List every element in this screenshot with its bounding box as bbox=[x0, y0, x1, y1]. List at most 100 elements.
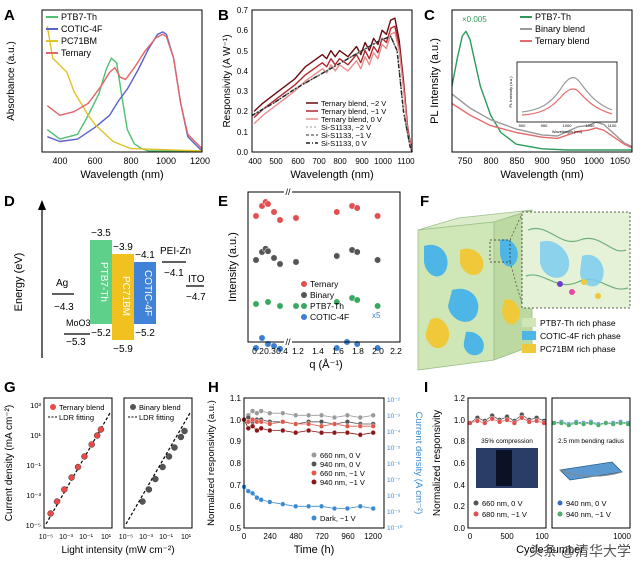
x-tick-a: 400 bbox=[52, 156, 67, 166]
data-point-e bbox=[374, 344, 382, 352]
data-point-h bbox=[306, 427, 312, 434]
legend-label-h: 940 nm, −1 V bbox=[320, 478, 365, 487]
data-point-h bbox=[344, 430, 351, 436]
y-axis-label-b: Responsivity (A W⁻¹) bbox=[222, 34, 233, 127]
panel-label-b: B bbox=[218, 7, 229, 24]
x-tick-b: 900 bbox=[355, 157, 369, 166]
zoom-connector bbox=[509, 213, 523, 241]
x-tick-i: 500 bbox=[500, 532, 514, 541]
data-point-h bbox=[250, 423, 256, 429]
legend-label-b: Si-S1133, −2 V bbox=[321, 123, 371, 132]
y-tick-b: 0.5 bbox=[237, 47, 249, 56]
x-tick-a: 1000 bbox=[156, 156, 176, 166]
cotic-domain bbox=[500, 239, 518, 267]
panel-b: B Responsivity (A W⁻¹) Wavelength (nm) 4… bbox=[218, 6, 415, 181]
x-tick-a: 600 bbox=[87, 156, 102, 166]
y2-axis-label-h: Current density (A cm⁻²) bbox=[413, 412, 424, 515]
legend-swatch-f bbox=[522, 331, 536, 340]
legend-marker-i bbox=[557, 511, 563, 517]
data-point-h bbox=[254, 495, 260, 501]
data-point-e bbox=[264, 200, 272, 208]
axes-frame-c bbox=[451, 9, 633, 153]
data-point-e bbox=[333, 252, 341, 260]
axes-frame-g-left bbox=[43, 397, 113, 529]
data-point-e bbox=[276, 260, 284, 268]
data-point-e bbox=[374, 302, 382, 310]
y2-tick-h: 10⁻⁴ bbox=[387, 429, 401, 436]
data-point-e bbox=[270, 342, 278, 350]
legend-label-b: Ternary blend, −2 V bbox=[321, 99, 386, 108]
data-point-e bbox=[353, 248, 361, 256]
data-point-h bbox=[331, 421, 338, 427]
series-line-c bbox=[451, 102, 633, 149]
y-axis-label-e: Intensity (a.u.) bbox=[227, 232, 239, 302]
y-tick-b: 0.0 bbox=[237, 148, 249, 157]
data-point-h bbox=[258, 425, 264, 431]
legend-label-h: 660 nm, −1 V bbox=[320, 469, 365, 478]
y-tick-h: 0.7 bbox=[230, 481, 242, 490]
x-tick-g: 10⁻¹ bbox=[159, 534, 173, 541]
data-point-h bbox=[245, 419, 251, 425]
x-tick-i: 100 bbox=[535, 532, 549, 541]
legend-marker-e bbox=[301, 314, 307, 320]
legend-label-e: Ternary bbox=[310, 279, 339, 289]
data-point-i bbox=[511, 420, 518, 426]
cotic-domain bbox=[424, 244, 448, 277]
legend-marker-h bbox=[311, 470, 317, 476]
x-axis-label-i: Cycle number bbox=[516, 544, 584, 556]
data-point-i bbox=[595, 422, 602, 428]
value-ag: −4.3 bbox=[54, 302, 74, 313]
panel-label-a: A bbox=[4, 7, 15, 24]
bending-curve bbox=[559, 469, 623, 477]
legend-label-e: PTB7-Th bbox=[310, 301, 344, 311]
value-pei: −4.1 bbox=[164, 268, 184, 279]
y-tick-h: 0.9 bbox=[230, 437, 242, 446]
data-point-i bbox=[489, 416, 495, 422]
legend-label-b: Si-S1133, 0 V bbox=[321, 139, 367, 148]
y2-tick-h: 10⁻³ bbox=[387, 413, 401, 420]
data-point-h bbox=[370, 505, 376, 512]
data-point-e bbox=[374, 256, 382, 264]
legend-label-h: 660 nm, 0 V bbox=[320, 451, 360, 460]
label-pcbm: PC71BM bbox=[120, 276, 131, 316]
data-point-i bbox=[558, 420, 565, 426]
y-tick-b: 0.1 bbox=[237, 128, 249, 137]
x-tick-e: 1.4 bbox=[312, 346, 324, 356]
panel-label-d: D bbox=[4, 193, 15, 210]
axis-break-icon: // bbox=[285, 187, 291, 197]
x-axis-label-b: Wavelength (nm) bbox=[290, 169, 373, 181]
x-tick-c: 850 bbox=[509, 156, 524, 166]
y2-tick-h: 10⁻² bbox=[387, 397, 401, 404]
legend-label-g: LDR fitting bbox=[59, 413, 94, 422]
y-tick-h: 1.0 bbox=[230, 416, 242, 425]
panel-g: G Current density (mA cm⁻²) Light intens… bbox=[4, 379, 193, 556]
data-point-h bbox=[254, 427, 260, 434]
y2-tick-h: 10⁻⁶ bbox=[387, 461, 401, 468]
data-point-e bbox=[252, 256, 260, 264]
x-tick-g: 10¹ bbox=[101, 534, 112, 541]
data-point-g bbox=[81, 453, 88, 460]
legend-marker-h bbox=[311, 461, 317, 467]
data-point-g bbox=[171, 444, 178, 451]
data-point-h bbox=[318, 423, 325, 429]
x-tick-h: 960 bbox=[341, 532, 355, 541]
data-point-i bbox=[482, 420, 488, 426]
x-tick-b: 1100 bbox=[397, 157, 415, 166]
legend-label-b: Si-S1133, −1 V bbox=[321, 131, 371, 140]
data-point-g bbox=[152, 475, 159, 483]
pcbm-domain bbox=[502, 299, 520, 325]
axis-break-mask-bottom bbox=[284, 338, 292, 346]
legend-marker-g bbox=[130, 404, 136, 410]
y-axis-label-h: Normalized responsivity (a.u.) bbox=[206, 400, 217, 526]
data-point-h bbox=[267, 427, 273, 434]
photo-device bbox=[496, 450, 512, 486]
data-point-e bbox=[258, 334, 266, 342]
data-point-e bbox=[252, 300, 260, 308]
data-point-e bbox=[333, 298, 341, 306]
data-point-i bbox=[573, 420, 579, 426]
data-point-i bbox=[610, 421, 616, 427]
x-tick-b: 1000 bbox=[374, 157, 392, 166]
legend-label-e: COTIC-4F bbox=[310, 312, 349, 322]
label-ag: Ag bbox=[56, 278, 68, 289]
